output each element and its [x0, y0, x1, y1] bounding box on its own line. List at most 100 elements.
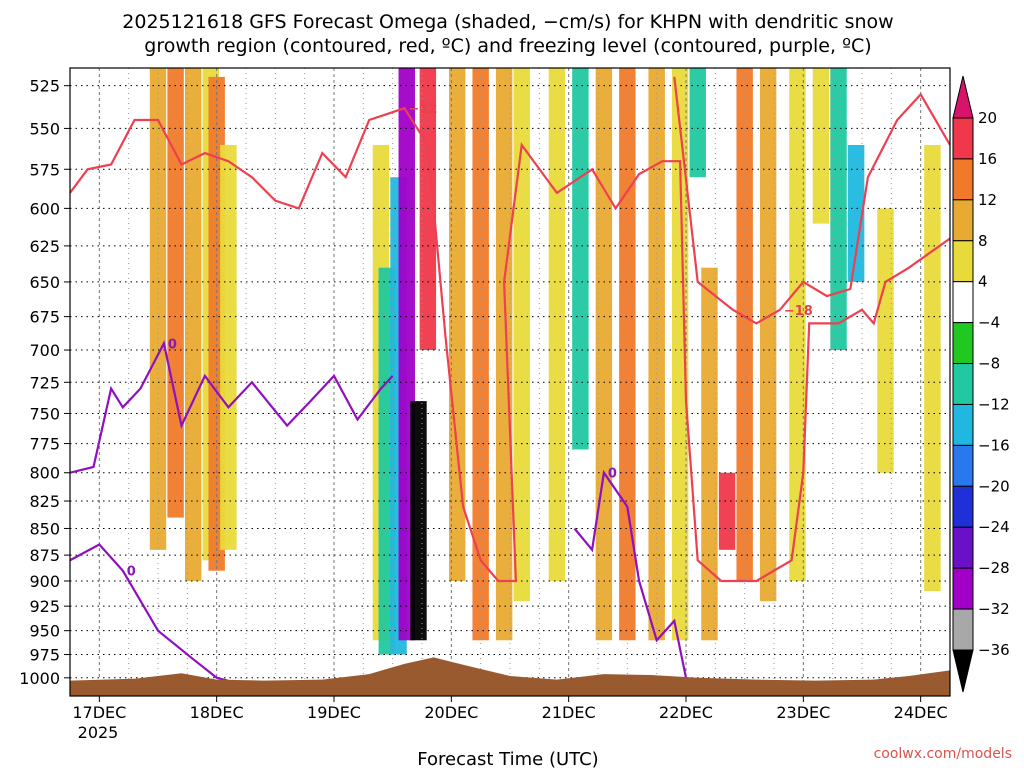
colorbar: 20 16 12 8 4 −4 −8 −12 −16 −20 −24 −28 −32 −36: [952, 75, 1010, 693]
omega-shading: [149, 68, 941, 655]
omega-band-17: [572, 68, 589, 450]
omega-band-23: [701, 267, 718, 641]
omega-band-10: [410, 401, 427, 641]
omega-band-15: [513, 68, 530, 602]
colorbar-box-11: [952, 567, 974, 610]
colorbar-box-7: [952, 403, 974, 446]
omega-band-16: [548, 68, 566, 581]
y-tick-label-750: 750: [29, 404, 60, 423]
omega-band-32: [924, 144, 941, 592]
y-tick-label-875: 875: [29, 546, 60, 565]
x-tick-label-21DEC: 21DEC: [542, 703, 596, 722]
y-tick-label-850: 850: [29, 519, 60, 538]
terrain-surface: [70, 657, 950, 696]
omega-band-31: [877, 208, 894, 473]
colorbar-label-1: 16: [978, 150, 997, 168]
chart-title: 2025121618 GFS Forecast Omega (shaded, −…: [122, 11, 893, 57]
omega-band-26: [759, 68, 777, 602]
dgz-contour-1: [673, 76, 950, 325]
colorbar-label-10: −24: [978, 518, 1010, 536]
colorbar-bottom-arrow: [952, 649, 974, 693]
colorbar-box-8: [952, 444, 974, 487]
credit-text: coolwx.com/models: [874, 746, 1012, 762]
x-tick-label-23DEC: 23DEC: [776, 703, 830, 722]
colorbar-box-6: [952, 363, 974, 405]
colorbar-label-3: 8: [978, 232, 988, 250]
omega-band-14: [495, 68, 513, 641]
freezing-contour-label-0: 0: [168, 337, 177, 352]
omega-band-2: [184, 68, 202, 581]
colorbar-label-4: 4: [978, 273, 988, 291]
x-tick-label-22DEC: 22DEC: [659, 703, 713, 722]
y-tick-label-625: 625: [29, 237, 60, 256]
freezing-contour-0: [70, 340, 394, 474]
y-tick-label-525: 525: [29, 77, 60, 96]
x-tick-label-17DEC: 17DEC: [72, 703, 126, 722]
x-tick-label-19DEC: 19DEC: [307, 703, 361, 722]
y-tick-label-700: 700: [29, 341, 60, 360]
y-tick-label-675: 675: [29, 308, 60, 327]
colorbar-label-9: −20: [978, 477, 1010, 495]
y-tick-label-900: 900: [29, 572, 60, 591]
x-tick-label-20DEC: 20DEC: [424, 703, 478, 722]
colorbar-label-2: 12: [978, 191, 997, 209]
colorbar-top-arrow: [952, 75, 974, 119]
freezing-contour-label-2: 0: [608, 467, 617, 482]
colorbar-box-0: [952, 117, 974, 160]
freezing-contour-2: [573, 469, 688, 679]
y-tick-label-550: 550: [29, 119, 60, 138]
dgz-contour-label-1: −18: [784, 304, 813, 319]
y-tick-label-825: 825: [29, 492, 60, 511]
y-axis: 525 550 575 600 625 650 675 700 725 750 775 800 825 8…: [19, 77, 70, 688]
colorbar-box-1: [952, 158, 974, 201]
colorbar-label-7: −12: [978, 395, 1010, 413]
colorbar-label-0: 20: [978, 109, 997, 127]
x-axis-year-label: 2025: [78, 723, 119, 742]
colorbar-label-12: −32: [978, 600, 1010, 618]
colorbar-label-6: −8: [978, 355, 1000, 373]
colorbar-box-9: [952, 485, 974, 528]
colorbar-box-2: [952, 199, 974, 242]
freezing-contour-label-1: 0: [127, 565, 136, 580]
chart-title-line-1: 2025121618 GFS Forecast Omega (shaded, −…: [122, 11, 893, 33]
omega-band-24: [718, 472, 736, 550]
omega-band-1: [167, 68, 184, 518]
dgz-contour-0: [70, 106, 950, 583]
omega-band-27: [789, 68, 806, 581]
y-tick-label-600: 600: [29, 199, 60, 218]
colorbar-label-13: −36: [978, 641, 1010, 659]
omega-band-5: [220, 144, 237, 550]
x-tick-label-24DEC: 24DEC: [894, 703, 948, 722]
y-tick-label-575: 575: [29, 160, 60, 179]
contour-lines: −12 −18 0 0 0: [70, 76, 950, 688]
omega-band-13: [472, 68, 489, 641]
terrain-fill: [70, 657, 950, 696]
y-tick-label-725: 725: [29, 373, 60, 392]
colorbar-box-4: [952, 281, 974, 324]
omega-band-12: [448, 68, 466, 581]
x-axis: 17DEC 18DEC 19DEC 20DEC 21DEC 22DEC 23DEC 24DEC: [72, 696, 948, 722]
y-tick-label-650: 650: [29, 273, 60, 292]
y-tick-label-1000: 1000: [19, 669, 60, 688]
colorbar-label-8: −16: [978, 436, 1010, 454]
omega-band-25: [736, 68, 753, 581]
omega-band-28: [812, 68, 830, 224]
y-tick-label-925: 925: [29, 597, 60, 616]
freezing-contour-1: [70, 543, 253, 688]
colorbar-label-5: −4: [978, 314, 1000, 332]
colorbar-box-12: [952, 608, 974, 651]
omega-band-22: [689, 68, 706, 178]
x-axis-label: Forecast Time (UTC): [417, 749, 598, 768]
chart-title-line-2: growth region (contoured, red, ºC) and f…: [144, 35, 871, 57]
y-tick-label-975: 975: [29, 646, 60, 665]
colorbar-label-11: −28: [978, 559, 1010, 577]
x-tick-label-18DEC: 18DEC: [190, 703, 244, 722]
dgz-contour-label-0: −12: [408, 102, 437, 117]
colorbar-box-10: [952, 526, 974, 569]
omega-band-30: [847, 144, 865, 282]
omega-band-20: [648, 68, 665, 641]
y-tick-label-800: 800: [29, 464, 60, 483]
y-tick-label-775: 775: [29, 435, 60, 454]
omega-band-29: [830, 68, 847, 351]
